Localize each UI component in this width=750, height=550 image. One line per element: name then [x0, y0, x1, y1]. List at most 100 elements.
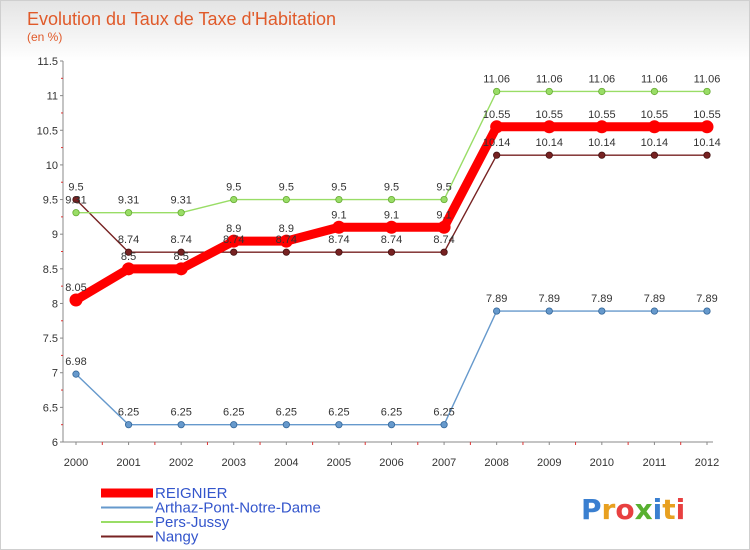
- data-point: [493, 87, 501, 96]
- data-point: [595, 120, 609, 134]
- data-label: 8.74: [328, 234, 349, 246]
- x-tick-label: 2004: [274, 457, 298, 469]
- data-point: [542, 120, 556, 134]
- data-labels: 9.5 8.74 8.74 8.74 8.74 8.74 8.74 8.74 10.14 10.1…: [65, 73, 720, 418]
- data-label: 10.14: [641, 137, 669, 149]
- data-point: [703, 87, 711, 96]
- data-label: 8.74: [223, 234, 244, 246]
- data-point: [230, 421, 238, 429]
- data-point: [703, 307, 711, 315]
- data-label: 8.74: [433, 234, 454, 246]
- data-point: [124, 421, 133, 429]
- data-label: 9.5: [331, 182, 346, 194]
- data-point: [545, 307, 553, 315]
- data-point: [332, 220, 346, 234]
- data-label: 10.14: [483, 137, 511, 149]
- data-point: [282, 248, 290, 256]
- data-point: [440, 248, 448, 256]
- data-point: [440, 195, 448, 204]
- data-label: 9.5: [226, 182, 241, 194]
- y-tick-label: 9: [52, 229, 58, 241]
- x-tick-label: 2010: [590, 457, 614, 469]
- data-label: 8.9: [226, 223, 241, 235]
- data-label: 10.55: [693, 109, 721, 121]
- data-label: 6.25: [328, 407, 349, 419]
- y-tick-label: 11.5: [37, 56, 58, 68]
- data-label: 9.1: [384, 209, 399, 221]
- y-tick-label: 8: [52, 298, 58, 310]
- x-tick-label: 2008: [484, 457, 508, 469]
- data-point: [174, 262, 188, 276]
- data-label: 8.74: [381, 234, 402, 246]
- y-tick-label: 10: [46, 160, 58, 172]
- data-point: [177, 421, 185, 429]
- axes: 6 6.5 7 7.5 8 8.5 9 9.5 10 10.5 11 11.5 2000 2001 2002…: [37, 56, 720, 469]
- x-tick-label: 2007: [432, 457, 456, 469]
- data-label: 9.31: [170, 195, 191, 207]
- y-tick-label: 11: [47, 91, 58, 103]
- legend-label: REIGNIER: [155, 485, 228, 502]
- data-point: [124, 248, 133, 256]
- data-label: 6.25: [381, 407, 402, 419]
- data-point: [650, 307, 659, 315]
- data-label: 8.5: [121, 251, 136, 263]
- data-label: 11.06: [588, 73, 615, 85]
- data-label: 10.14: [693, 137, 721, 149]
- data-point: [69, 293, 83, 307]
- data-label: 8.5: [174, 251, 189, 263]
- data-point: [598, 151, 606, 159]
- data-label: 9.1: [331, 209, 346, 221]
- data-label: 11.06: [641, 73, 668, 85]
- series-layer: [69, 87, 714, 429]
- x-tick-label: 2012: [695, 457, 719, 469]
- y-tick-label: 6.5: [43, 402, 58, 414]
- data-label: 11.06: [483, 73, 510, 85]
- x-tick-label: 2001: [116, 457, 140, 469]
- data-point: [227, 234, 241, 248]
- data-label: 10.55: [535, 109, 563, 121]
- data-point: [387, 248, 396, 256]
- data-point: [282, 195, 290, 204]
- legend: REIGNIERArthaz-Pont-Notre-DamePers-Jussy…: [101, 485, 321, 546]
- data-point: [335, 195, 343, 204]
- data-label: 6.25: [276, 407, 297, 419]
- data-label: 6.98: [65, 356, 86, 368]
- data-label: 6.25: [118, 407, 139, 419]
- data-label: 11.06: [536, 73, 563, 85]
- data-label: 6.25: [433, 407, 454, 419]
- x-tick-label: 2000: [64, 457, 88, 469]
- data-point: [72, 370, 80, 378]
- x-tick-label: 2003: [222, 457, 246, 469]
- data-point: [650, 87, 659, 96]
- data-point: [387, 195, 396, 204]
- x-tick-label: 2009: [537, 457, 561, 469]
- legend-label: Arthaz-Pont-Notre-Dame: [155, 500, 321, 517]
- data-point: [230, 195, 238, 204]
- proxiti-logo: Proxiti: [581, 493, 685, 526]
- data-label: 11.06: [694, 73, 721, 85]
- data-point: [700, 120, 714, 134]
- legend-label: Nangy: [155, 529, 199, 546]
- chart-title: Evolution du Taux de Taxe d'Habitation: [27, 9, 336, 29]
- data-point: [177, 248, 185, 256]
- data-label: 7.89: [591, 293, 612, 305]
- chart-subtitle: (en %): [27, 30, 62, 44]
- x-tick-label: 2011: [643, 457, 667, 469]
- y-tick-label: 6: [52, 437, 58, 449]
- data-point: [72, 195, 80, 204]
- data-label: 9.5: [436, 182, 451, 194]
- data-label: 6.25: [223, 407, 244, 419]
- data-point: [385, 220, 398, 234]
- data-label: 8.05: [65, 282, 86, 294]
- data-label: 8.74: [170, 234, 191, 246]
- data-point: [122, 262, 136, 276]
- y-tick-label: 9.5: [43, 195, 58, 207]
- data-label: 9.1: [436, 209, 451, 221]
- data-point: [177, 209, 185, 217]
- data-point: [545, 151, 553, 159]
- y-tick-label: 10.5: [37, 125, 58, 137]
- data-label: 7.89: [696, 293, 717, 305]
- data-point: [703, 151, 711, 159]
- data-label: 8.74: [276, 234, 297, 246]
